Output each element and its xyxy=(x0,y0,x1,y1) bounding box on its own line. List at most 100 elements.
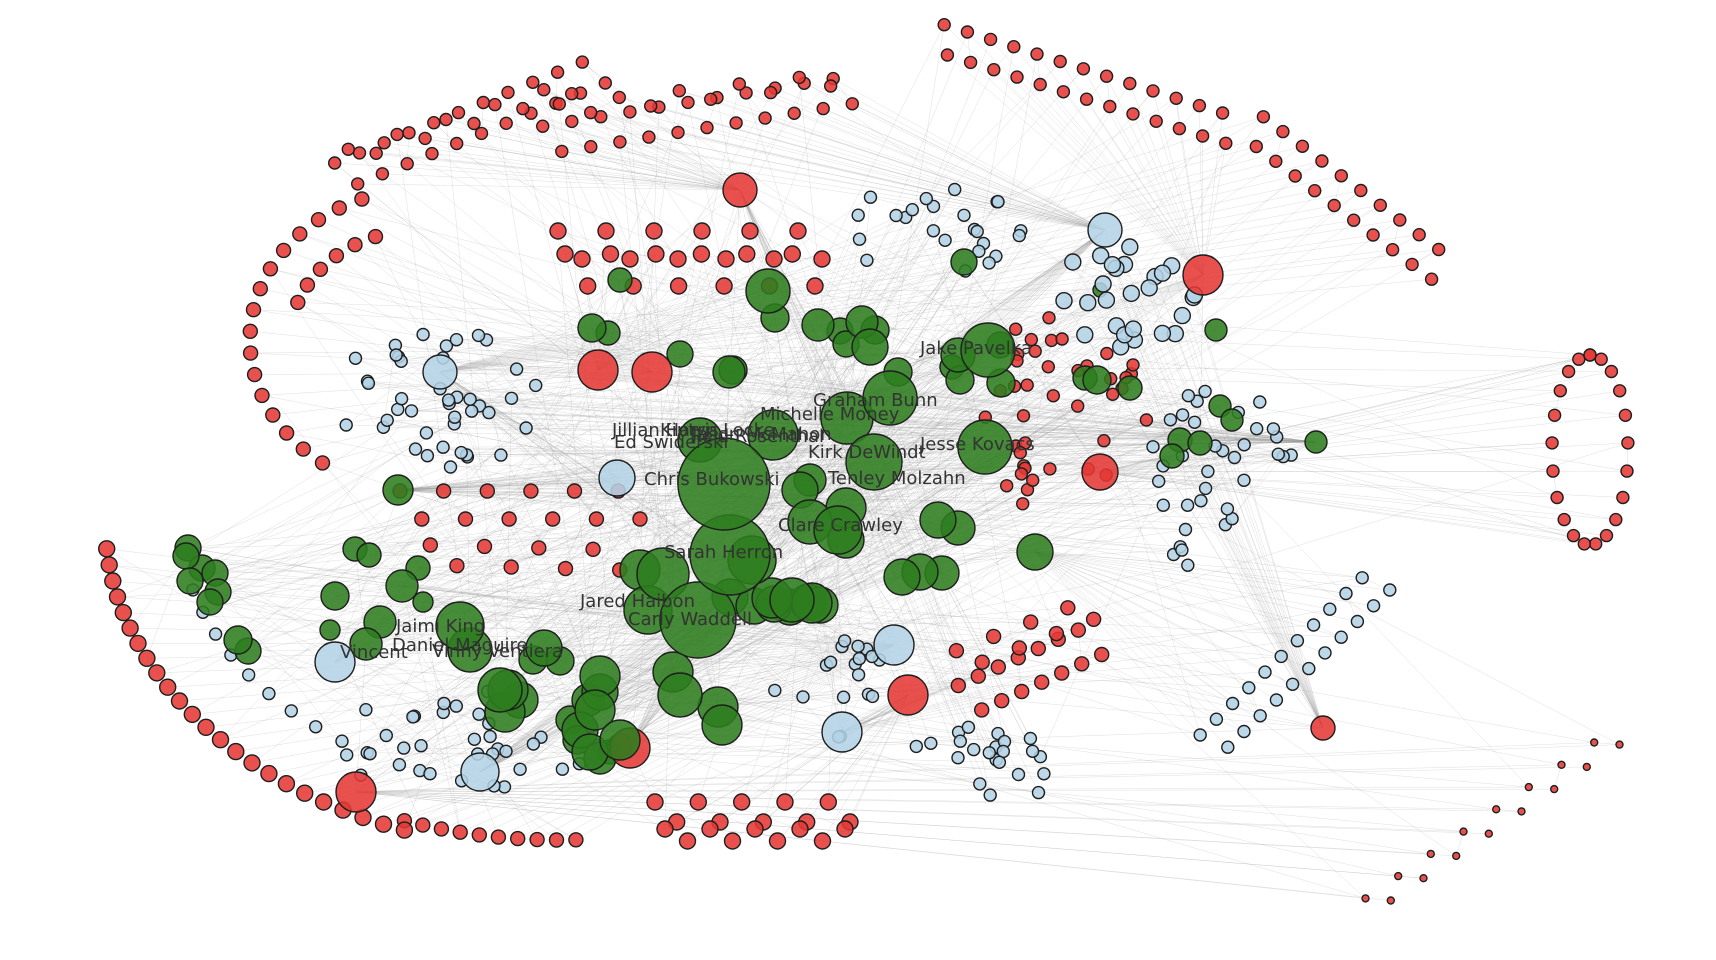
blue-node xyxy=(1079,294,1097,312)
red-node xyxy=(1014,467,1029,481)
edge xyxy=(751,31,968,561)
edge xyxy=(459,524,1226,627)
edge xyxy=(859,405,1221,659)
blue-node xyxy=(467,732,482,746)
edge xyxy=(1109,106,1204,276)
edge xyxy=(247,650,444,713)
edge xyxy=(728,371,1101,473)
edge xyxy=(354,244,618,479)
edge xyxy=(494,104,596,711)
person-node xyxy=(1187,430,1213,456)
edge xyxy=(999,344,1324,729)
edge xyxy=(220,332,609,740)
edge xyxy=(1040,84,1204,276)
edge xyxy=(368,554,753,561)
edge xyxy=(597,258,727,371)
edge xyxy=(1199,442,1529,788)
edge xyxy=(721,442,1628,726)
blue-node xyxy=(1087,212,1123,248)
edge xyxy=(765,117,1106,231)
edge xyxy=(542,126,989,351)
blue-node xyxy=(519,421,533,435)
edge xyxy=(579,118,766,731)
red-node xyxy=(148,664,166,682)
red-node xyxy=(1073,656,1090,672)
edge xyxy=(687,102,793,601)
edge xyxy=(1063,91,1204,276)
red-node xyxy=(548,832,565,848)
red-node xyxy=(516,101,530,116)
edge xyxy=(1034,551,1330,610)
node-label-kiptyn-locke: Kiptyn Locke xyxy=(660,420,775,441)
edge xyxy=(499,436,1277,691)
edge xyxy=(439,371,844,698)
red-node xyxy=(1557,760,1566,769)
red-node xyxy=(499,116,513,131)
red-node xyxy=(347,236,363,253)
red-node xyxy=(645,222,663,240)
blue-node xyxy=(1334,630,1348,644)
edge xyxy=(1594,742,1620,745)
red-node xyxy=(1055,332,1069,346)
edge xyxy=(354,442,1201,550)
red-node xyxy=(585,541,601,557)
blue-node xyxy=(339,418,353,432)
edge xyxy=(384,142,741,191)
edge xyxy=(1129,83,1204,276)
edge xyxy=(1099,471,1558,498)
person-node xyxy=(477,667,523,713)
edge xyxy=(557,230,596,711)
person-node xyxy=(666,340,694,368)
blue-node xyxy=(416,327,430,342)
blue-node xyxy=(1198,384,1212,399)
edge xyxy=(1120,346,1324,729)
red-node xyxy=(390,127,404,142)
edge xyxy=(403,330,841,749)
red-node xyxy=(292,226,308,242)
red-node xyxy=(1182,254,1224,296)
node-label-ed-swiderski: Ed Swiderski xyxy=(614,432,728,453)
edge xyxy=(201,567,649,611)
edge xyxy=(439,371,869,695)
edge xyxy=(368,490,531,556)
edge xyxy=(448,399,839,531)
edge xyxy=(729,471,1101,598)
edge xyxy=(339,207,621,281)
edge xyxy=(1231,454,1279,519)
edge xyxy=(967,31,1204,276)
edge xyxy=(672,624,1314,673)
edge xyxy=(1034,551,1347,594)
person-node xyxy=(851,328,889,366)
red-node xyxy=(450,136,464,151)
edge xyxy=(841,691,1022,733)
edge xyxy=(401,585,461,833)
red-node xyxy=(433,821,450,837)
red-node xyxy=(1097,434,1111,448)
red-node xyxy=(414,511,430,527)
edge xyxy=(941,572,1233,704)
edge xyxy=(1154,276,1324,729)
blue-node xyxy=(860,253,874,267)
blue-node xyxy=(1194,494,1208,508)
red-node xyxy=(471,827,487,843)
edge xyxy=(355,791,1366,899)
edge xyxy=(334,371,653,597)
edge xyxy=(235,644,895,752)
red-node xyxy=(314,793,333,811)
red-node xyxy=(819,793,837,811)
red-node xyxy=(183,705,202,724)
red-node xyxy=(1599,528,1614,543)
edge xyxy=(112,580,895,646)
red-node xyxy=(278,425,295,441)
person-node xyxy=(919,501,957,539)
red-node xyxy=(1028,344,1042,358)
edge xyxy=(797,230,939,521)
red-node xyxy=(789,222,807,240)
blue-node xyxy=(863,190,878,204)
red-node xyxy=(395,821,414,839)
blue-node xyxy=(1323,602,1337,616)
red-node xyxy=(1588,537,1603,551)
blue-node xyxy=(1055,292,1073,310)
red-node xyxy=(700,120,714,135)
blue-node xyxy=(973,777,987,791)
